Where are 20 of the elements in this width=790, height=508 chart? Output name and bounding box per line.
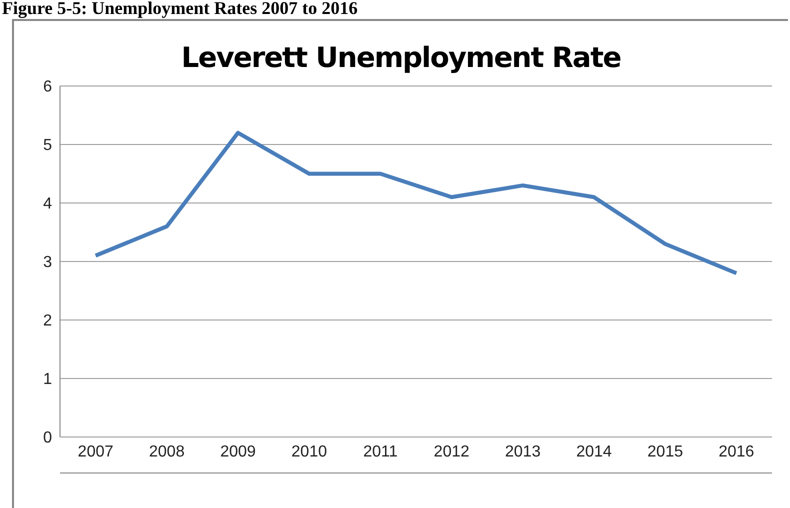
chart-title: Leverett Unemployment Rate xyxy=(180,41,622,74)
x-tick-label: 2007 xyxy=(78,443,114,460)
x-tick-label: 2009 xyxy=(220,443,256,460)
x-tick-label: 2010 xyxy=(291,443,328,460)
y-tick-label: 0 xyxy=(43,430,52,447)
x-tick-label: 2014 xyxy=(576,443,612,460)
x-tick-label: 2008 xyxy=(149,443,185,460)
y-tick-label: 2 xyxy=(43,312,52,330)
x-tick-label: 2011 xyxy=(363,443,398,460)
y-tick-label: 3 xyxy=(43,254,52,272)
y-tick-label: 6 xyxy=(43,78,52,96)
x-tick-label: 2016 xyxy=(718,443,754,460)
line-series xyxy=(94,130,738,276)
x-tick-label: 2013 xyxy=(505,443,541,460)
caption: Figure 5-5: Unemployment Rates 2007 to 2016 xyxy=(2,0,358,19)
x-tick-label: 2015 xyxy=(647,443,684,460)
y-tick-label: 5 xyxy=(43,137,52,154)
y-tick-label: 4 xyxy=(43,196,52,213)
y-tick-label: 1 xyxy=(43,371,52,388)
x-tick-label: 2012 xyxy=(434,443,470,460)
